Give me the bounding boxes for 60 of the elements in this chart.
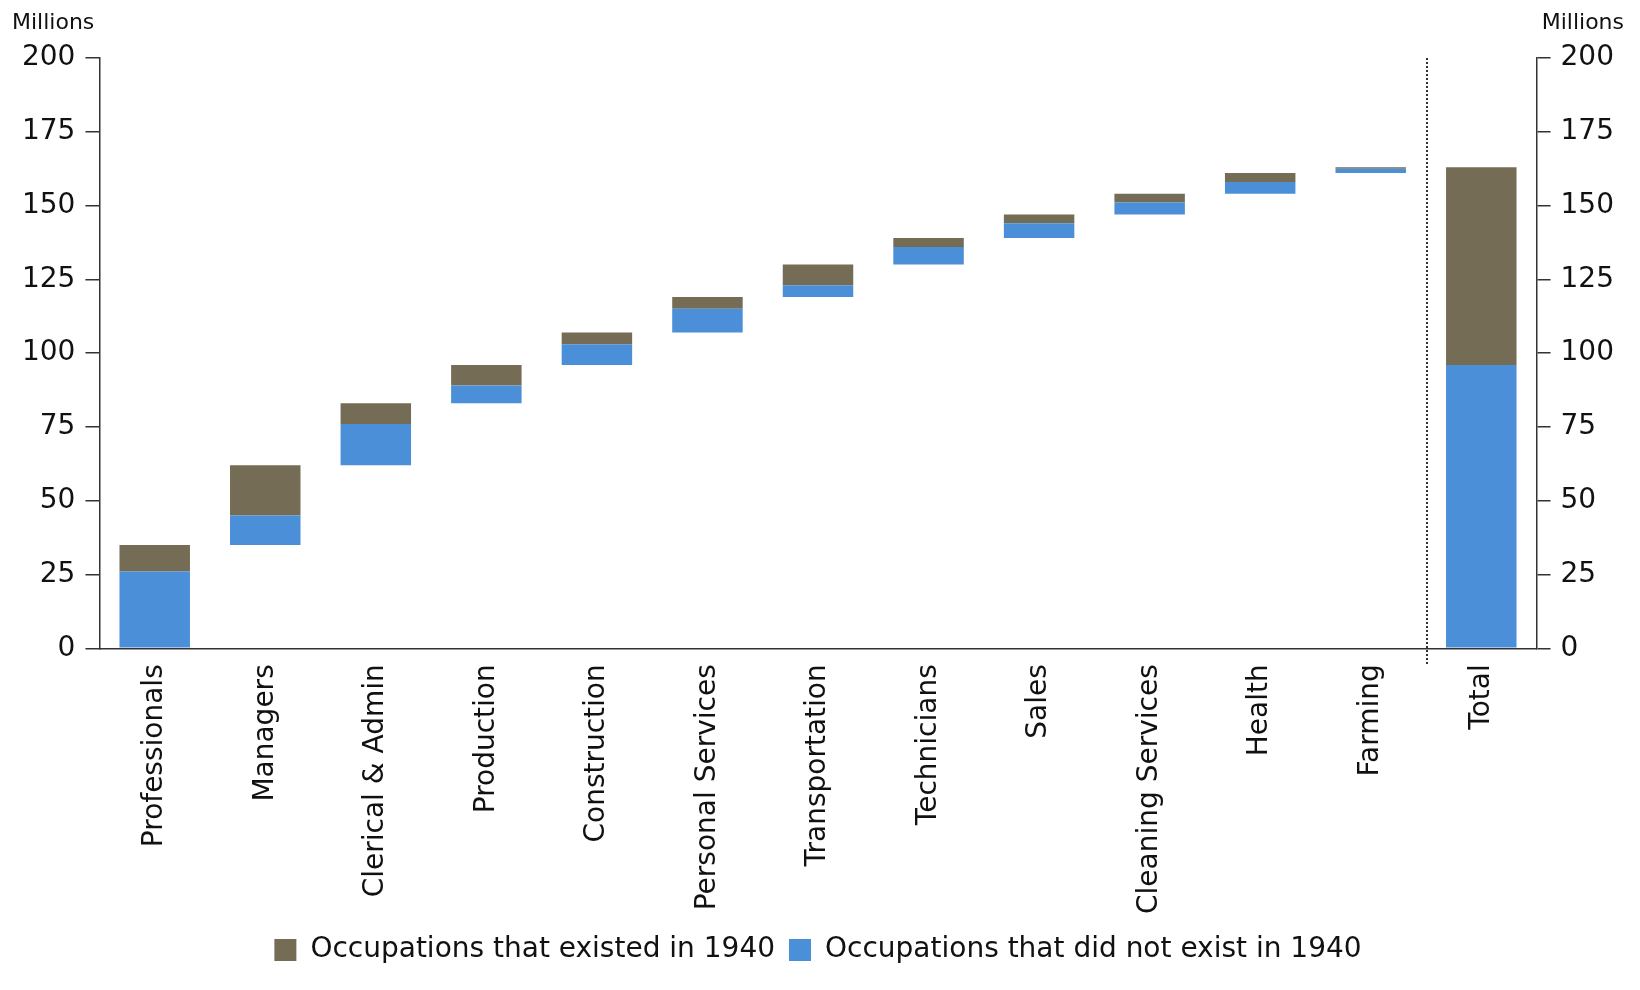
- y-tick-label: 150: [21, 186, 76, 220]
- legend-label: Occupations that existed in 1940: [310, 931, 776, 965]
- x-tick-label: Health: [1241, 664, 1275, 757]
- y2-tick-label: 50: [1560, 481, 1597, 515]
- x-tick-label: Production: [467, 664, 501, 814]
- bar: [451, 385, 522, 404]
- bar: [119, 571, 190, 648]
- x-tick-label: Sales: [1020, 664, 1054, 739]
- y-tick-label: 50: [39, 481, 76, 515]
- bar: [1446, 364, 1517, 648]
- bar: [230, 465, 301, 516]
- x-tick-label: Cleaning Services: [1130, 664, 1164, 914]
- bar: [1114, 193, 1185, 203]
- y2-tick-label: 25: [1560, 555, 1597, 589]
- y2-tick-label: 150: [1560, 186, 1615, 220]
- bar: [340, 403, 412, 424]
- bar: [561, 344, 633, 365]
- bar: [782, 285, 854, 298]
- y2-tick-label: 75: [1560, 408, 1597, 442]
- y2-tick-label: 100: [1560, 334, 1615, 368]
- x-tick-label: Construction: [578, 664, 612, 843]
- x-tick-label: Farming: [1352, 664, 1386, 777]
- x-tick-label: Professionals: [136, 664, 169, 848]
- x-tick-label: Transportation: [799, 664, 833, 868]
- y-tick-label: 125: [21, 260, 76, 294]
- y2-tick-label: 125: [1560, 260, 1615, 294]
- x-tick-label: Technicians: [909, 664, 943, 827]
- y2-tick-label: 175: [1560, 113, 1615, 147]
- bar: [1446, 167, 1517, 365]
- y-tick-label: 25: [39, 555, 76, 589]
- y2-axis-title: Millions: [1541, 8, 1624, 34]
- bar: [561, 332, 633, 345]
- y-tick-label: 175: [21, 113, 76, 147]
- y-tick-label: 200: [21, 39, 76, 73]
- legend-label: Occupations that did not exist in 1940: [825, 931, 1362, 965]
- x-tick-label: Managers: [246, 664, 280, 802]
- bar: [1224, 173, 1296, 182]
- bar: [672, 308, 743, 333]
- bar: [1003, 223, 1075, 239]
- y-tick-label: 100: [21, 334, 76, 368]
- bar: [230, 515, 301, 545]
- y2-tick-label: 200: [1560, 39, 1615, 73]
- bar: [119, 544, 190, 572]
- bar: [672, 297, 743, 309]
- x-tick-label: Total: [1462, 664, 1496, 731]
- y-tick-label: 0: [57, 629, 76, 663]
- y-tick-label: 75: [39, 408, 76, 442]
- bar: [451, 364, 522, 386]
- x-tick-label: Clerical & Admin: [357, 664, 391, 898]
- bar: [1114, 202, 1185, 215]
- x-tick-label: Personal Services: [688, 664, 722, 911]
- y2-tick-label: 0: [1560, 629, 1579, 663]
- bar: [1335, 168, 1406, 174]
- bar: [893, 246, 964, 265]
- bar: [1224, 181, 1296, 194]
- bar: [1003, 214, 1075, 224]
- y-axis-title: Millions: [12, 8, 95, 34]
- bar: [340, 423, 412, 466]
- bar: [893, 238, 964, 247]
- bar: [782, 264, 854, 286]
